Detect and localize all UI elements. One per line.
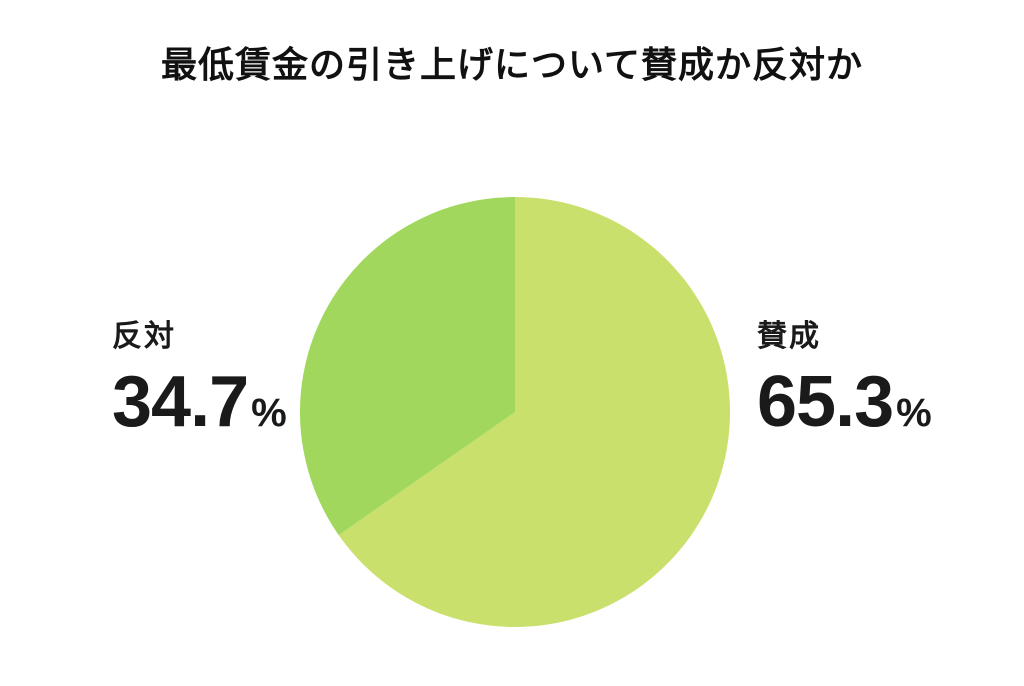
slice-name-oppose: 反対 xyxy=(112,320,176,353)
pie-slice-approve xyxy=(338,197,730,627)
chart-title: 最低賃金の引き上げについて賛成か反対か xyxy=(161,44,863,85)
pie-slice-oppose xyxy=(300,197,515,536)
slice-name-approve: 賛成 xyxy=(757,320,821,353)
slice-label-oppose: 反対 34.7% xyxy=(112,320,287,439)
slice-value-approve: 65.3% xyxy=(757,366,932,438)
slice-label-approve: 賛成 65.3% xyxy=(757,320,932,439)
slice-value-oppose: 34.7% xyxy=(112,366,287,438)
slice-value-number-approve: 65.3 xyxy=(757,362,894,442)
slice-value-number-oppose: 34.7 xyxy=(112,362,249,442)
pie-chart-svg xyxy=(300,197,730,627)
percent-sign-approve: % xyxy=(896,391,932,435)
pie-chart xyxy=(300,197,730,627)
percent-sign-oppose: % xyxy=(251,391,287,435)
